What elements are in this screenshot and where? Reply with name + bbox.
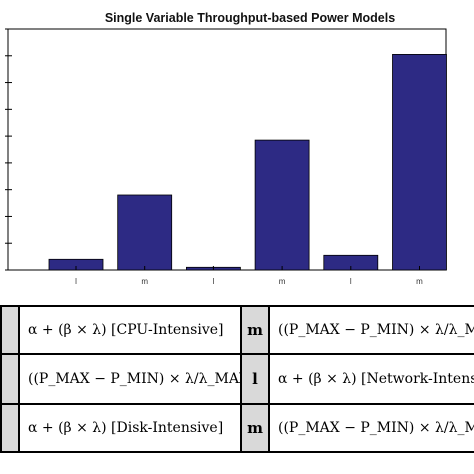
model-formula-cell: ((P_MAX − P_MIN) × λ/λ_MAX) + P_MIN [Net…: [268, 403, 474, 453]
chart-title: Single Variable Throughput-based Power M…: [105, 11, 395, 25]
model-formula-text: ((P_MAX − P_MIN) × λ/λ_MAX) + P_MIN [Net…: [278, 419, 474, 436]
model-formula-text: α + (β × λ) [Network-Intensive]: [278, 370, 474, 387]
model-type-label: l: [240, 353, 270, 405]
power-model-table: α + (β × λ) [CPU-Intensive] m ((P_MAX − …: [0, 305, 474, 453]
row-label-cell-left: [0, 353, 20, 405]
table-row: ((P_MAX − P_MIN) × λ/λ_MAX) + P_MIN [CPU…: [0, 353, 474, 405]
bar-series: [48, 54, 447, 271]
x-tick-label: m: [416, 277, 423, 286]
model-formula-cell: α + (β × λ) [CPU-Intensive]: [18, 305, 242, 355]
model-type-label: m: [240, 305, 270, 355]
model-formula-text: ((P_MAX − P_MIN) × λ/λ_MAX) + P_MIN [Dis…: [278, 321, 474, 338]
x-tick-label: m: [141, 277, 148, 286]
model-formula-cell: α + (β × λ) [Network-Intensive]: [268, 353, 474, 405]
bar: [254, 139, 310, 271]
model-formula-text: ((P_MAX − P_MIN) × λ/λ_MAX) + P_MIN [CPU…: [28, 370, 239, 387]
row-label-cell-left: [0, 403, 20, 453]
model-formula-cell: ((P_MAX − P_MIN) × λ/λ_MAX) + P_MIN [Dis…: [268, 305, 474, 355]
bar-chart: Single Variable Throughput-based Power M…: [5, 11, 447, 286]
model-formula-cell: α + (β × λ) [Disk-Intensive]: [18, 403, 242, 453]
x-tick-label: m: [279, 277, 286, 286]
bar: [117, 194, 173, 271]
model-formula-text: α + (β × λ) [Disk-Intensive]: [28, 419, 224, 436]
x-tick-label: l: [350, 277, 352, 286]
x-tick-label: l: [213, 277, 215, 286]
model-type-label: m: [240, 403, 270, 453]
y-axis-ticks: [5, 28, 12, 271]
bar: [392, 54, 447, 271]
plot-area-frame: [7, 28, 447, 271]
model-formula-cell: ((P_MAX − P_MIN) × λ/λ_MAX) + P_MIN [CPU…: [18, 353, 242, 405]
model-formula-text: α + (β × λ) [CPU-Intensive]: [28, 321, 224, 338]
x-tick-label: l: [75, 277, 77, 286]
row-label-cell-left: [0, 305, 20, 355]
table-row: α + (β × λ) [CPU-Intensive] m ((P_MAX − …: [0, 305, 474, 355]
table-row: α + (β × λ) [Disk-Intensive] m ((P_MAX −…: [0, 403, 474, 453]
